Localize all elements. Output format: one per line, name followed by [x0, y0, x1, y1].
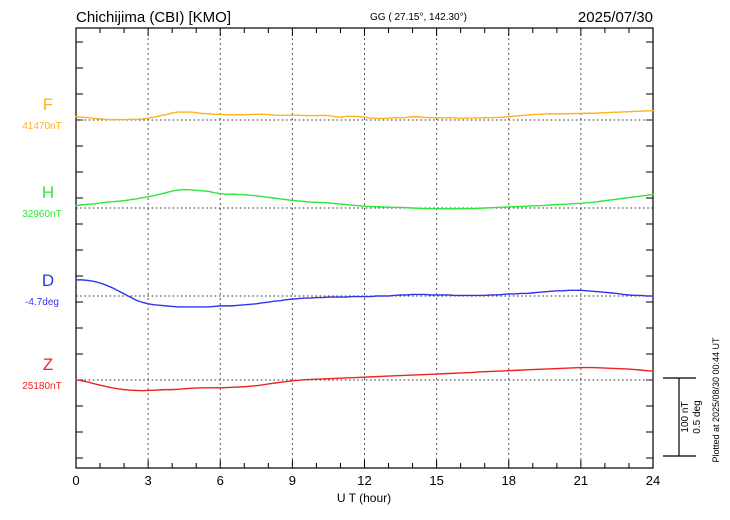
x-tick-label-18: 18 [502, 473, 516, 488]
x-axis-tick-labels: 0 3 6 9 12 15 18 21 24 [72, 473, 660, 488]
trace-H [75, 188, 654, 210]
trace-D [75, 279, 654, 308]
component-traces [75, 109, 654, 392]
x-tick-label-12: 12 [357, 473, 371, 488]
x-tick-label-0: 0 [72, 473, 79, 488]
x-tick-label-21: 21 [574, 473, 588, 488]
component-letter-F: F [43, 95, 53, 114]
component-letter-Z: Z [43, 355, 53, 374]
vertical-gridlines [147, 28, 582, 468]
trace-Z [75, 366, 654, 392]
trace-F [75, 109, 654, 121]
component-baseline-value-H: 32960nT [22, 209, 61, 220]
scale-bar [663, 377, 696, 457]
station-title: Chichijima (CBI) [KMO] [76, 9, 231, 26]
component-baseline-value-Z: 25180nT [22, 381, 61, 392]
x-tick-label-3: 3 [145, 473, 152, 488]
x-tick-label-15: 15 [429, 473, 443, 488]
component-baseline-value-D: -4.7deg [25, 297, 59, 308]
x-axis-title: U T (hour) [337, 491, 391, 505]
x-tick-label-9: 9 [289, 473, 296, 488]
observation-date: 2025/07/30 [578, 9, 653, 26]
scale-bar-nt-label: 100 nT [680, 401, 691, 432]
x-tick-label-24: 24 [646, 473, 660, 488]
component-labels: F 41470nT H 32960nT D -4.7deg Z 25180nT [22, 95, 61, 392]
plotted-timestamp: Plotted at 2025/08/30 00:44 UT [711, 337, 721, 463]
x-tick-label-6: 6 [217, 473, 224, 488]
geographic-coordinates: GG ( 27.15°, 142.30°) [370, 12, 467, 23]
component-baseline-value-F: 41470nT [22, 121, 61, 132]
component-letter-D: D [42, 271, 54, 290]
component-letter-H: H [42, 183, 54, 202]
x-axis-ticks [75, 28, 654, 468]
y-axis-ticks [76, 41, 653, 459]
scale-bar-deg-label: 0.5 deg [692, 400, 703, 433]
